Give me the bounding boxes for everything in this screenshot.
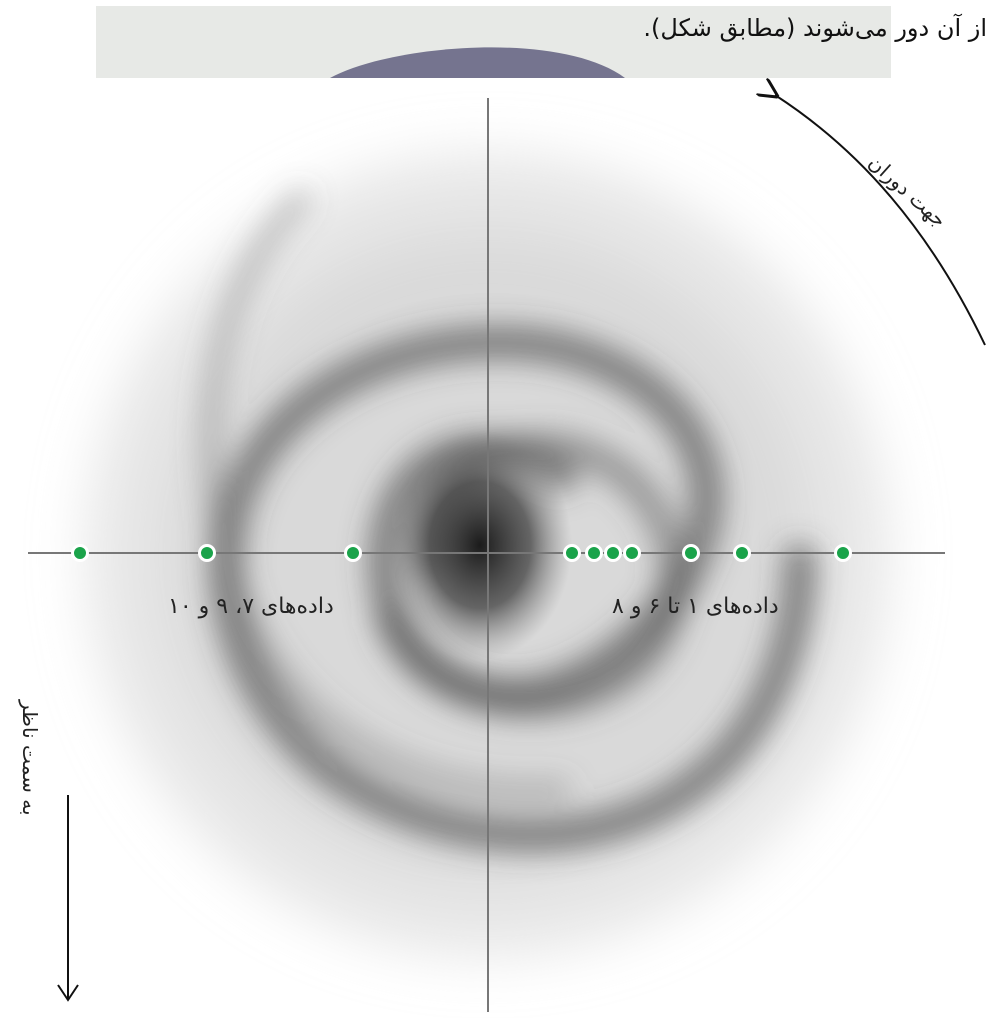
data-point (198, 544, 216, 562)
observer-arrow-head (57, 984, 79, 1002)
data-point (623, 544, 641, 562)
data-point (604, 544, 622, 562)
data-point (733, 544, 751, 562)
rotation-arrow (775, 95, 986, 346)
label-right-data: داده‌های ۱ تا ۶ و ۸ (612, 594, 779, 619)
data-point (682, 544, 700, 562)
data-point (585, 544, 603, 562)
data-points (71, 544, 852, 562)
galaxy-core (388, 430, 572, 660)
data-point (344, 544, 362, 562)
data-point (563, 544, 581, 562)
data-point (71, 544, 89, 562)
data-point (834, 544, 852, 562)
header-arc (330, 47, 625, 78)
label-left-data: داده‌های ۷، ۹ و ۱۰ (168, 594, 334, 619)
header-text: از آن دور می‌شوند (مطابق شکل). (643, 14, 987, 42)
label-toward-observer: به سمت ناظر (18, 700, 42, 816)
